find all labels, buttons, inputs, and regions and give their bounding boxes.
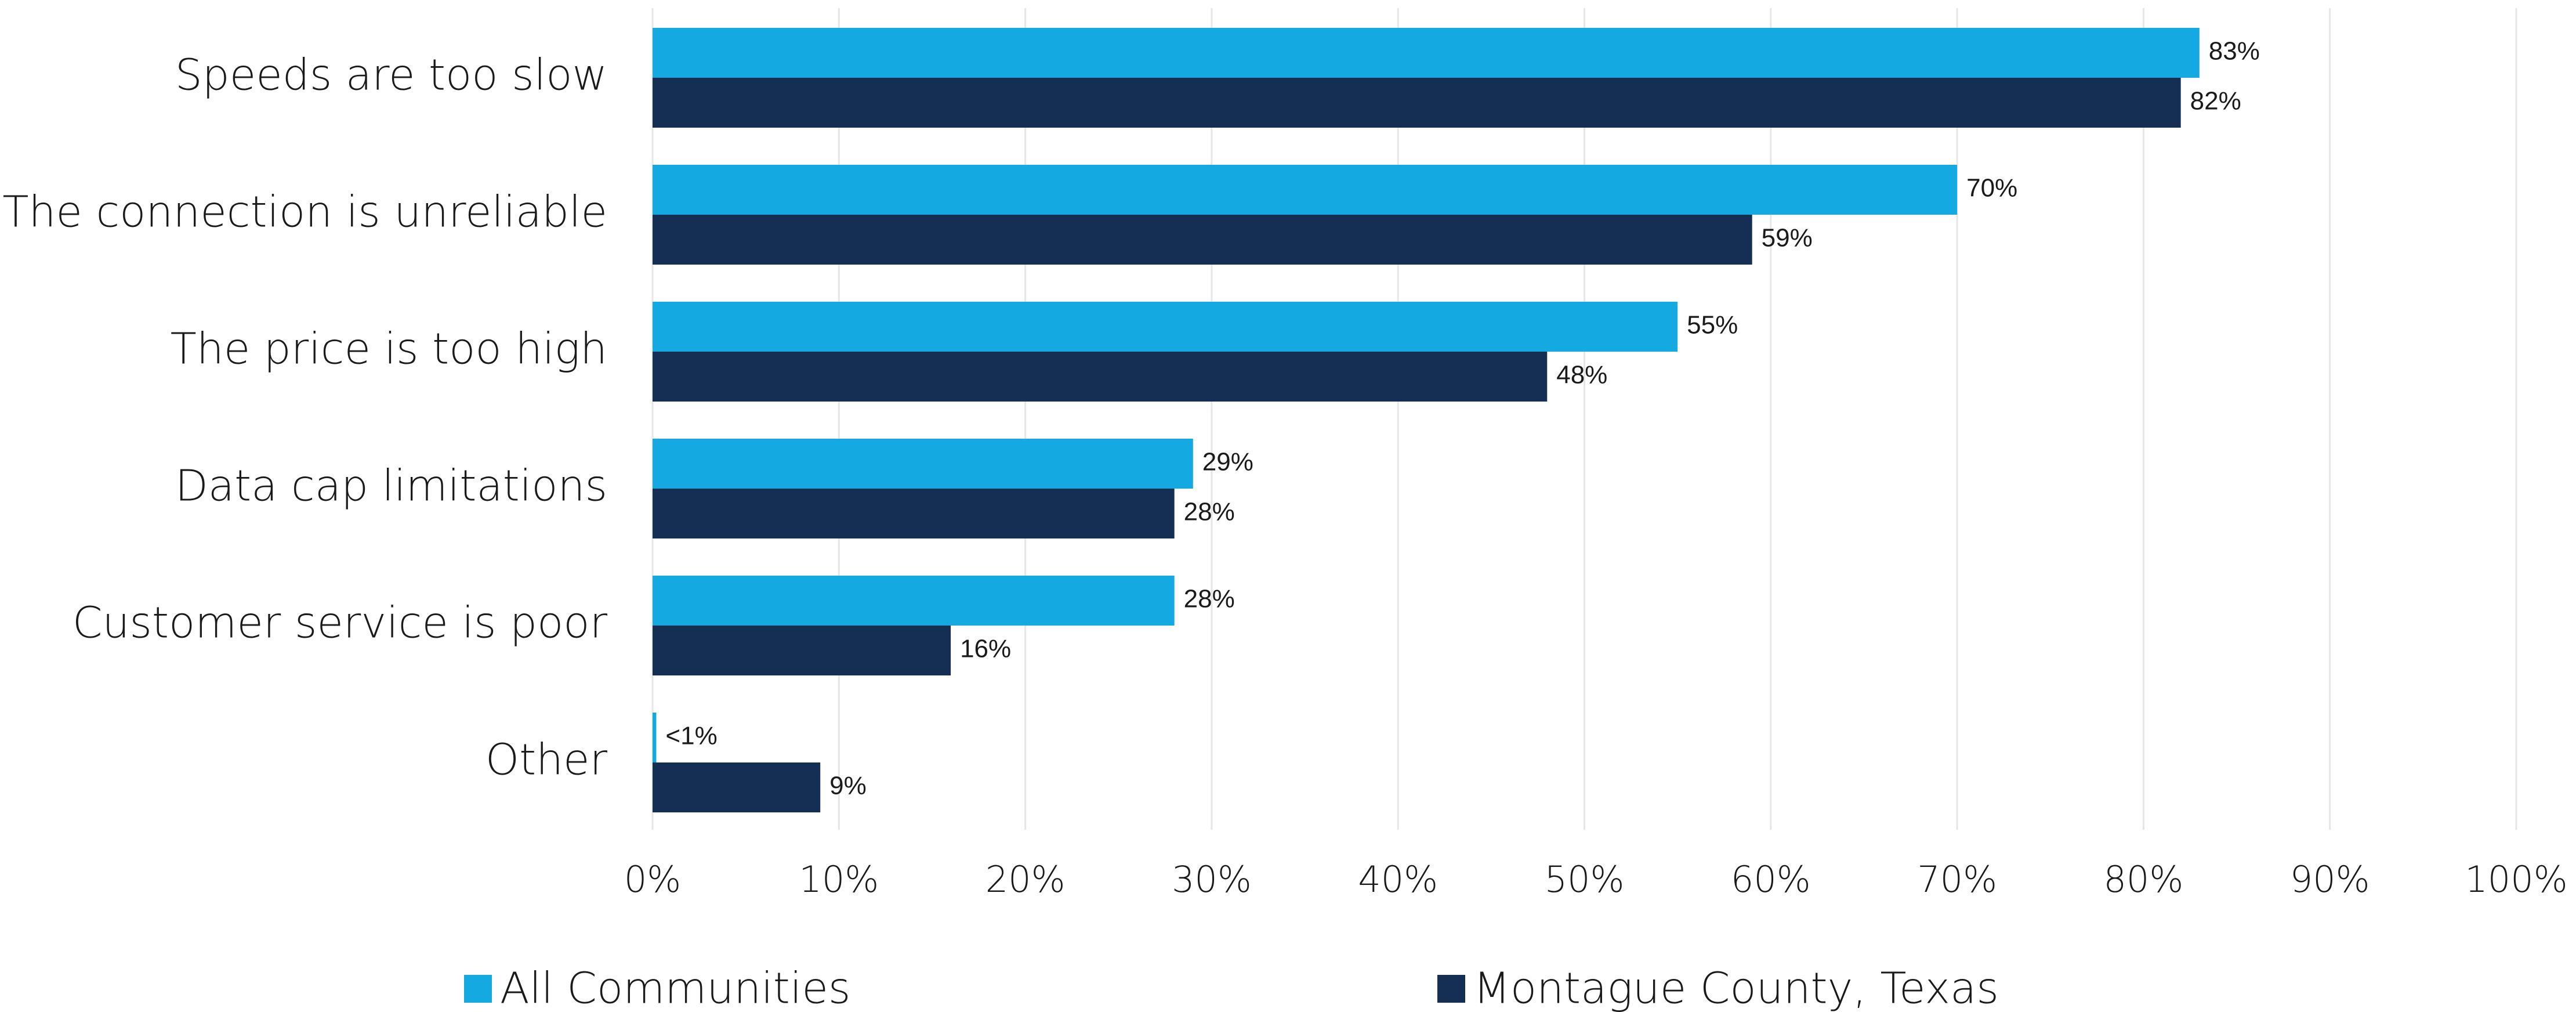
data-label: 82% [2190, 87, 2241, 115]
x-tick-label: 0% [624, 858, 681, 901]
category-label: The connection is unreliable [2, 187, 607, 237]
x-tick-label: 70% [1917, 858, 1997, 901]
category-label: The price is too high [171, 324, 607, 374]
data-label: 59% [1762, 224, 1813, 252]
legend-swatch [1437, 975, 1465, 1003]
category-label: Other [486, 735, 608, 785]
data-label: 9% [829, 772, 867, 800]
x-tick-label: 60% [1731, 858, 1811, 901]
data-label: 48% [1556, 361, 1607, 389]
data-label: 29% [1202, 448, 1253, 476]
data-label: 16% [960, 635, 1011, 663]
x-tick-label: 90% [2290, 858, 2370, 901]
data-label: 83% [2209, 37, 2260, 66]
legend-label: Montague County, Texas [1473, 964, 1999, 1012]
x-tick-label: 20% [986, 858, 1066, 901]
x-tick-label: 30% [1172, 858, 1252, 901]
x-tick-label: 100% [2465, 858, 2567, 901]
bar [653, 713, 657, 762]
category-label: Customer service is poor [73, 598, 608, 648]
data-label: 55% [1687, 311, 1738, 339]
data-label: <1% [665, 722, 717, 750]
category-label: Data cap limitations [175, 461, 607, 511]
x-tick-label: 10% [799, 858, 879, 901]
bar [653, 439, 1193, 489]
x-tick-label: 40% [1358, 858, 1438, 901]
x-tick-label: 50% [1545, 858, 1625, 901]
category-label: Speeds are too slow [175, 50, 607, 100]
bar [653, 78, 2181, 128]
bar [653, 302, 1678, 352]
bar [653, 28, 2200, 78]
data-label: 28% [1184, 585, 1235, 613]
bar [653, 352, 1548, 402]
legend-swatch [464, 975, 492, 1003]
x-tick-label: 80% [2103, 858, 2183, 901]
data-label: 28% [1184, 498, 1235, 526]
bar [653, 576, 1175, 626]
data-label: 70% [1966, 174, 2017, 203]
bar [653, 626, 951, 675]
legend-label: All Communities [500, 964, 850, 1012]
bar [653, 165, 1958, 215]
bar [653, 489, 1175, 538]
bar [653, 762, 821, 812]
bar [653, 215, 1752, 265]
